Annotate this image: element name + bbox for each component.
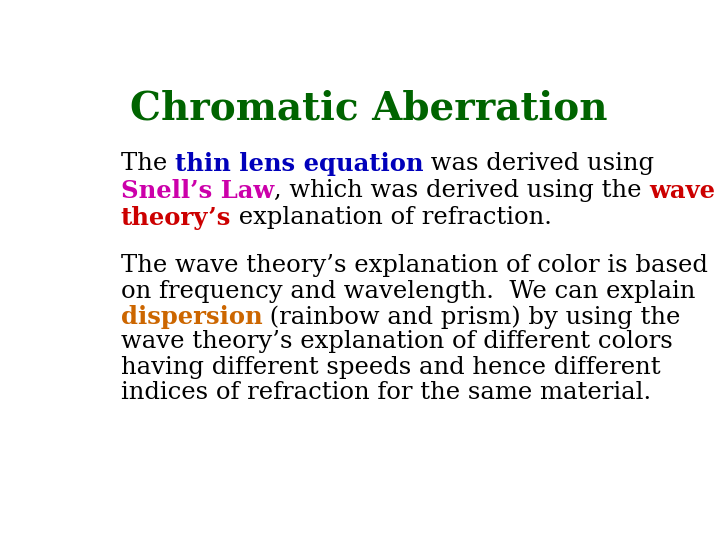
Text: having different speeds and hence different: having different speeds and hence differ… xyxy=(121,356,660,379)
Text: explanation of refraction.: explanation of refraction. xyxy=(231,206,552,230)
Text: , which was derived using the: , which was derived using the xyxy=(274,179,649,202)
Text: Chromatic Aberration: Chromatic Aberration xyxy=(130,90,608,128)
Text: Snell’s Law: Snell’s Law xyxy=(121,179,274,203)
Text: The: The xyxy=(121,152,175,175)
Text: theory’s: theory’s xyxy=(121,206,231,231)
Text: indices of refraction for the same material.: indices of refraction for the same mater… xyxy=(121,381,651,404)
Text: (rainbow and prism) by using the: (rainbow and prism) by using the xyxy=(262,305,680,328)
Text: wave: wave xyxy=(649,179,715,203)
Text: The wave theory’s explanation of color is based: The wave theory’s explanation of color i… xyxy=(121,254,708,277)
Text: wave theory’s explanation of different colors: wave theory’s explanation of different c… xyxy=(121,330,672,353)
Text: thin lens equation: thin lens equation xyxy=(175,152,423,176)
Text: dispersion: dispersion xyxy=(121,305,262,329)
Text: on frequency and wavelength.  We can explain: on frequency and wavelength. We can expl… xyxy=(121,280,695,302)
Text: was derived using: was derived using xyxy=(423,152,654,175)
